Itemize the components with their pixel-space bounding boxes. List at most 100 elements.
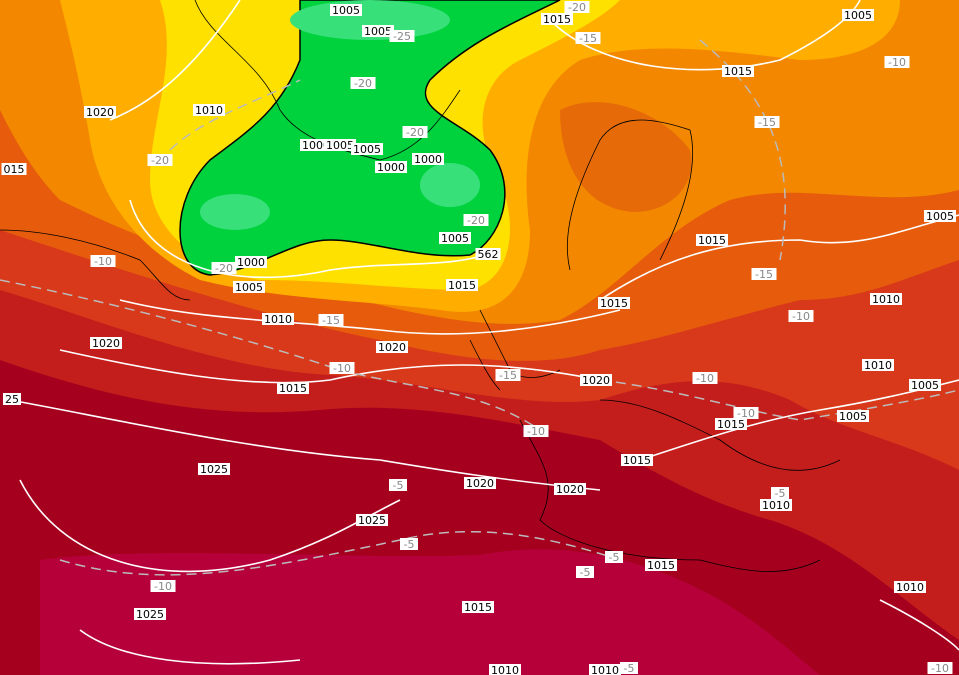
isobar-label: 1025	[200, 463, 228, 476]
temperature-label: -20	[215, 262, 233, 275]
isobar-label-box	[262, 313, 294, 325]
isobar-label-box	[439, 232, 471, 244]
isobar-label: 1010	[896, 581, 924, 594]
isobar-label-box	[356, 514, 388, 526]
isobar-label: 1000	[377, 161, 405, 174]
temperature-label-box	[150, 580, 176, 592]
isobar-label-box	[837, 410, 869, 422]
isobar-label: 1005	[332, 4, 360, 17]
isobar-label: 1015	[464, 601, 492, 614]
isobar-label-box	[464, 477, 496, 489]
temperature-label-box	[147, 154, 173, 166]
isobar-label: 1010	[591, 664, 619, 675]
isobar-label: 1010	[864, 359, 892, 372]
isobar-label: 1005	[326, 139, 354, 152]
field-green	[179, 0, 561, 276]
temperature-label: -10	[527, 425, 545, 438]
isobar-label: 1010	[762, 499, 790, 512]
temperature-label: -10	[931, 662, 949, 675]
isobar-label: 1015	[448, 279, 476, 292]
isobar-label-box	[362, 25, 394, 37]
isobars	[9, 0, 959, 665]
isobar-label-box	[3, 393, 21, 405]
isobar-label-box	[924, 210, 956, 222]
temperature-label-box	[620, 662, 638, 674]
isobar-label: 1005	[353, 143, 381, 156]
isobar-label-box	[894, 581, 926, 593]
isobar-label: 1020	[378, 341, 406, 354]
isobar-label: 1020	[92, 337, 120, 350]
temperature-label-box	[90, 255, 116, 267]
temperature-label-box	[751, 268, 777, 280]
temperature-label-box	[318, 314, 344, 326]
isobar-label-box	[760, 499, 792, 511]
isobar-label: 1000	[302, 139, 330, 152]
isobar-label: 1015	[647, 559, 675, 572]
isobar-label-box	[580, 374, 612, 386]
isobar-label-box	[84, 106, 116, 118]
isobar-label-box	[862, 359, 894, 371]
isobar-label-box	[90, 337, 122, 349]
isobar-label-box	[541, 13, 573, 25]
temperature-label: -20	[568, 1, 586, 14]
isobar-label: 1005	[235, 281, 263, 294]
temperature-label: -15	[758, 116, 776, 129]
isobar-label: 1015	[717, 418, 745, 431]
temperature-label-box	[329, 362, 355, 374]
isobar-label: 1010	[264, 313, 292, 326]
isobar-label-box	[715, 418, 747, 430]
isobar-label: 1000	[237, 256, 265, 269]
temperature-label: -15	[755, 268, 773, 281]
temperature-label: -20	[354, 77, 372, 90]
temperature-label: -5	[624, 662, 635, 675]
temperature-label: -15	[322, 314, 340, 327]
temperature-label-box	[927, 662, 953, 674]
isobar-label: 1015	[279, 382, 307, 395]
isobar-label: 1015	[623, 454, 651, 467]
isobar-label-box	[324, 139, 356, 151]
isobar-label: 1015	[698, 234, 726, 247]
field-light-green	[200, 194, 270, 230]
temperature-label-box	[575, 32, 601, 44]
isobar-label-box	[446, 279, 478, 291]
isobar-label: 1010	[195, 104, 223, 117]
isobar-label: 1005	[441, 232, 469, 245]
temperature-label: -10	[792, 310, 810, 323]
isobar-label: 1015	[600, 297, 628, 310]
temperature-label-box	[576, 566, 594, 578]
isobar-label: 1000	[414, 153, 442, 166]
temperature-label-box	[692, 372, 718, 384]
isobar-label-box	[489, 664, 521, 675]
isobar-label-box	[475, 248, 501, 260]
isobar-label-box	[376, 341, 408, 353]
isobar-label: 1005	[844, 9, 872, 22]
temperature-label: -25	[393, 30, 411, 43]
field-warm	[40, 549, 820, 675]
isobar-label-box	[722, 65, 754, 77]
temperature-label-box	[771, 487, 789, 499]
temperature-label: -5	[775, 487, 786, 500]
isobar-label: 1010	[491, 664, 519, 675]
isobar-label: 1020	[86, 106, 114, 119]
isobar-label-box	[462, 601, 494, 613]
temperature-label-box	[788, 310, 814, 322]
isobar-label-box	[554, 483, 586, 495]
temperature-label: -10	[94, 255, 112, 268]
isobar-label: 1025	[358, 514, 386, 527]
temperature-label: -10	[888, 56, 906, 69]
temperature-label: -10	[333, 362, 351, 375]
temperature-label-box	[463, 214, 489, 226]
temperature-label-box	[389, 30, 415, 42]
isobar-label: 1020	[466, 477, 494, 490]
isobar-label-box	[193, 104, 225, 116]
temperature-label: -10	[737, 407, 755, 420]
temperature-label-box	[523, 425, 549, 437]
isobar-label-box	[134, 608, 166, 620]
temperature-label: -20	[467, 214, 485, 227]
temperature-label-box	[564, 1, 590, 13]
isobar-label-box	[589, 664, 621, 675]
temperature-label-box	[495, 369, 521, 381]
temperature-label: -5	[404, 538, 415, 551]
